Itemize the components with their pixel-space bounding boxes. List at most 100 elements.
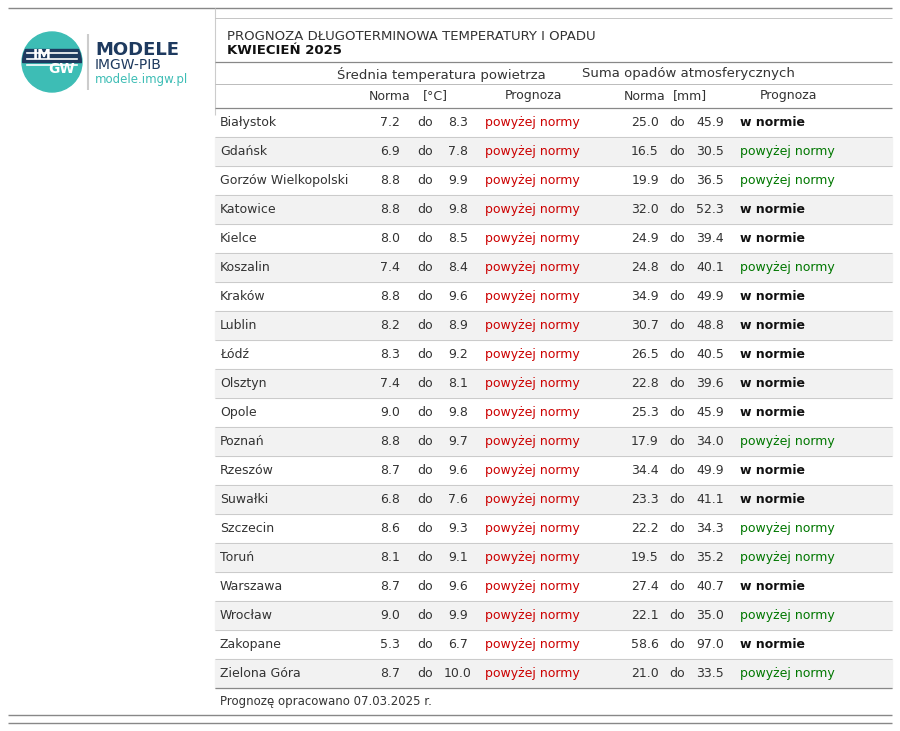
Text: Norma: Norma bbox=[624, 89, 666, 102]
Text: do: do bbox=[670, 232, 685, 245]
Text: powyżej normy: powyżej normy bbox=[740, 522, 835, 535]
Text: 34.4: 34.4 bbox=[631, 464, 659, 477]
Text: 5.3: 5.3 bbox=[380, 638, 400, 651]
Text: do: do bbox=[670, 667, 685, 680]
Text: do: do bbox=[670, 551, 685, 564]
Bar bbox=[215, 543, 892, 572]
Bar bbox=[215, 195, 892, 224]
Text: 40.1: 40.1 bbox=[696, 261, 724, 274]
Text: powyżej normy: powyżej normy bbox=[485, 580, 580, 593]
Text: IM: IM bbox=[32, 48, 51, 62]
Text: do: do bbox=[670, 638, 685, 651]
Text: Opole: Opole bbox=[220, 406, 256, 419]
Text: 7.8: 7.8 bbox=[448, 145, 468, 158]
Text: do: do bbox=[670, 290, 685, 303]
Text: Olsztyn: Olsztyn bbox=[220, 377, 266, 390]
Text: 34.9: 34.9 bbox=[631, 290, 659, 303]
Text: do: do bbox=[418, 174, 433, 187]
Text: powyżej normy: powyżej normy bbox=[485, 261, 580, 274]
Text: do: do bbox=[418, 609, 433, 622]
Circle shape bbox=[22, 32, 82, 92]
Text: do: do bbox=[670, 522, 685, 535]
Text: 8.5: 8.5 bbox=[448, 232, 468, 245]
Text: 40.5: 40.5 bbox=[696, 348, 724, 361]
Text: 27.4: 27.4 bbox=[631, 580, 659, 593]
Text: 23.3: 23.3 bbox=[631, 493, 659, 506]
Text: do: do bbox=[418, 522, 433, 535]
Text: 21.0: 21.0 bbox=[631, 667, 659, 680]
Text: 8.7: 8.7 bbox=[380, 464, 400, 477]
Text: powyżej normy: powyżej normy bbox=[740, 145, 835, 158]
Text: 8.4: 8.4 bbox=[448, 261, 468, 274]
Text: do: do bbox=[670, 261, 685, 274]
Text: do: do bbox=[670, 145, 685, 158]
Text: 10.0: 10.0 bbox=[444, 667, 472, 680]
Text: 58.6: 58.6 bbox=[631, 638, 659, 651]
Text: 7.6: 7.6 bbox=[448, 493, 468, 506]
Text: 48.8: 48.8 bbox=[696, 319, 724, 332]
Text: 8.8: 8.8 bbox=[380, 435, 400, 448]
Text: do: do bbox=[670, 319, 685, 332]
Text: w normie: w normie bbox=[740, 348, 805, 361]
Text: 7.2: 7.2 bbox=[380, 116, 400, 129]
Text: do: do bbox=[418, 667, 433, 680]
Text: 40.7: 40.7 bbox=[696, 580, 724, 593]
Text: [mm]: [mm] bbox=[673, 89, 707, 102]
Text: 9.6: 9.6 bbox=[448, 580, 468, 593]
Text: 9.6: 9.6 bbox=[448, 290, 468, 303]
Text: 19.5: 19.5 bbox=[631, 551, 659, 564]
Text: do: do bbox=[418, 203, 433, 216]
Text: do: do bbox=[670, 348, 685, 361]
Text: powyżej normy: powyżej normy bbox=[740, 174, 835, 187]
Text: w normie: w normie bbox=[740, 580, 805, 593]
Text: 9.7: 9.7 bbox=[448, 435, 468, 448]
Text: powyżej normy: powyżej normy bbox=[740, 609, 835, 622]
Text: Rzeszów: Rzeszów bbox=[220, 464, 274, 477]
Text: powyżej normy: powyżej normy bbox=[740, 435, 835, 448]
Text: Prognoza: Prognoza bbox=[760, 89, 817, 102]
Text: 8.8: 8.8 bbox=[380, 290, 400, 303]
Text: Gorzów Wielkopolski: Gorzów Wielkopolski bbox=[220, 174, 348, 187]
Text: 41.1: 41.1 bbox=[697, 493, 724, 506]
Text: 34.0: 34.0 bbox=[696, 435, 724, 448]
Text: Norma: Norma bbox=[369, 89, 411, 102]
Text: Toruń: Toruń bbox=[220, 551, 254, 564]
Text: 22.1: 22.1 bbox=[631, 609, 659, 622]
Bar bbox=[215, 253, 892, 282]
Text: Poznań: Poznań bbox=[220, 435, 265, 448]
Text: powyżej normy: powyżej normy bbox=[740, 551, 835, 564]
Text: 9.0: 9.0 bbox=[380, 609, 400, 622]
Text: powyżej normy: powyżej normy bbox=[485, 203, 580, 216]
Bar bbox=[215, 659, 892, 688]
Text: 32.0: 32.0 bbox=[631, 203, 659, 216]
Text: IMGW-PIB: IMGW-PIB bbox=[95, 58, 162, 72]
Text: 8.1: 8.1 bbox=[380, 551, 400, 564]
Text: do: do bbox=[670, 493, 685, 506]
Text: 19.9: 19.9 bbox=[631, 174, 659, 187]
Text: 97.0: 97.0 bbox=[696, 638, 724, 651]
Text: Prognozę opracowano 07.03.2025 r.: Prognozę opracowano 07.03.2025 r. bbox=[220, 695, 432, 708]
Text: powyżej normy: powyżej normy bbox=[485, 638, 580, 651]
Text: 35.0: 35.0 bbox=[696, 609, 724, 622]
Text: 8.7: 8.7 bbox=[380, 667, 400, 680]
Text: 17.9: 17.9 bbox=[631, 435, 659, 448]
Text: powyżej normy: powyżej normy bbox=[485, 319, 580, 332]
Text: powyżej normy: powyżej normy bbox=[485, 377, 580, 390]
Text: w normie: w normie bbox=[740, 638, 805, 651]
Text: do: do bbox=[418, 406, 433, 419]
Text: do: do bbox=[670, 406, 685, 419]
Text: 6.9: 6.9 bbox=[380, 145, 400, 158]
Text: 9.0: 9.0 bbox=[380, 406, 400, 419]
Text: Białystok: Białystok bbox=[220, 116, 277, 129]
Bar bbox=[215, 137, 892, 166]
Text: w normie: w normie bbox=[740, 377, 805, 390]
Text: Zakopane: Zakopane bbox=[220, 638, 282, 651]
Text: Koszalin: Koszalin bbox=[220, 261, 271, 274]
Text: powyżej normy: powyżej normy bbox=[485, 348, 580, 361]
Text: do: do bbox=[418, 580, 433, 593]
Text: 45.9: 45.9 bbox=[696, 406, 724, 419]
Text: 9.2: 9.2 bbox=[448, 348, 468, 361]
Bar bbox=[215, 601, 892, 630]
Bar bbox=[215, 369, 892, 398]
Text: 8.7: 8.7 bbox=[380, 580, 400, 593]
